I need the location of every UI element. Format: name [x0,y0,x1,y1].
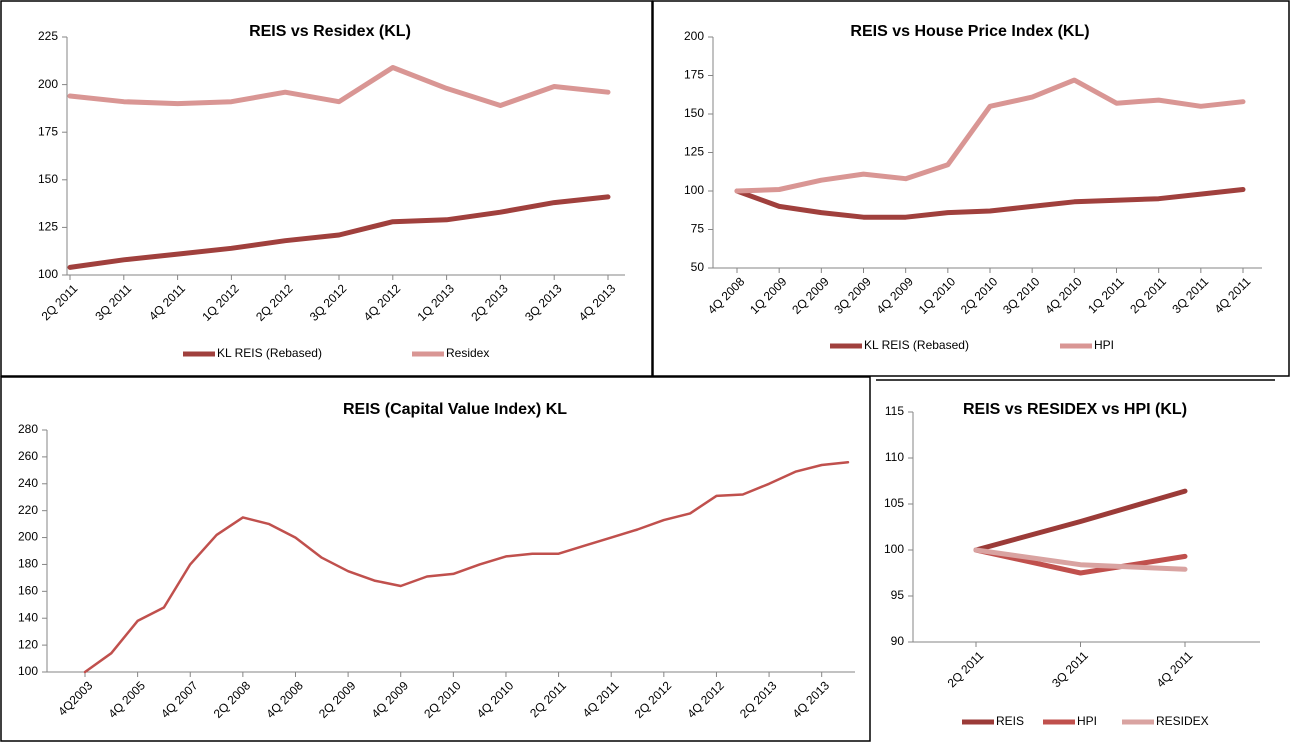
x-tick-label: 1Q 2012 [199,281,242,324]
legend-label: Residex [446,346,489,360]
x-tick-label: 4Q 2010 [474,678,517,721]
x-tick-label: 4Q 2007 [158,678,201,721]
x-tick-label: 2Q 2008 [211,678,254,721]
series-line [67,194,611,270]
series-line [67,65,611,108]
y-tick-label: 140 [18,610,38,624]
x-tick-label: 3Q 2009 [831,274,874,317]
x-tick-label: 4Q 2008 [705,274,748,317]
y-tick-label: 105 [884,496,904,510]
x-tick-label: 3Q 2012 [307,281,350,324]
x-tick-label: 4Q 2011 [146,281,188,323]
panel-border [652,0,1290,377]
x-tick-label: 1Q 2010 [916,274,959,317]
y-tick-label: 75 [691,222,705,236]
x-tick-label: 4Q 2011 [1212,274,1254,316]
series-line [734,77,1246,194]
x-tick-label: 4Q2003 [55,678,95,718]
x-tick-label: 3Q 2011 [1049,648,1091,690]
y-tick-label: 150 [684,106,704,120]
y-tick-label: 100 [884,542,904,556]
x-tick-label: 2Q 2013 [737,678,780,721]
y-tick-label: 150 [38,172,58,186]
x-tick-label: 4Q 2011 [1154,648,1196,690]
y-tick-label: 110 [885,450,904,464]
y-tick-label: 175 [684,68,704,82]
x-tick-label: 4Q 2009 [369,678,412,721]
series-line [973,488,1188,553]
x-tick-label: 2Q 2010 [421,678,464,721]
x-tick-label: 3Q 2013 [522,281,565,324]
x-tick-label: 2Q 2011 [945,648,987,690]
y-tick-label: 225 [38,29,58,43]
series-line [973,547,1188,572]
y-tick-label: 200 [684,29,704,43]
x-tick-label: 2Q 2011 [527,678,569,720]
legend-label: KL REIS (Rebased) [864,338,969,352]
chart-title: REIS (Capital Value Index) KL [343,401,567,418]
y-tick-label: 240 [18,476,38,490]
x-tick-label: 2Q 2011 [1127,274,1169,316]
series-line [973,547,1188,576]
legend-label: HPI [1094,338,1114,352]
y-tick-label: 200 [18,530,38,544]
x-tick-label: 4Q 2011 [580,678,622,720]
y-tick-label: 115 [885,404,904,418]
x-tick-label: 2Q 2009 [316,678,359,721]
y-tick-label: 50 [691,260,705,274]
x-tick-label: 2Q 2012 [253,281,296,324]
chart-title: REIS vs House Price Index (KL) [850,23,1089,40]
y-tick-label: 220 [18,503,38,517]
y-tick-label: 180 [18,557,38,571]
x-tick-label: 4Q 2010 [1042,274,1085,317]
x-tick-label: 4Q 2012 [684,678,727,721]
x-tick-label: 2Q 2009 [789,274,832,317]
y-tick-label: 100 [684,183,704,197]
y-tick-label: 120 [18,637,38,651]
x-tick-label: 4Q 2005 [106,678,149,721]
x-tick-label: 4Q 2012 [361,281,404,324]
x-tick-label: 4Q 2013 [576,281,619,324]
x-tick-label: 1Q 2009 [747,274,790,317]
x-tick-label: 4Q 2008 [263,678,306,721]
x-tick-label: 3Q 2011 [92,281,134,323]
x-tick-label: 4Q 2009 [874,274,917,317]
y-tick-label: 200 [38,77,58,91]
y-tick-label: 95 [891,588,905,602]
panel-border [0,376,871,742]
x-tick-label: 1Q 2013 [415,281,458,324]
legend-label: HPI [1077,714,1097,728]
legend-label: REIS [996,714,1024,728]
y-tick-label: 100 [38,267,58,281]
chart-title: REIS vs RESIDEX vs HPI (KL) [963,401,1187,418]
y-tick-label: 125 [684,145,704,159]
y-tick-label: 100 [18,664,38,678]
legend-label: KL REIS (Rebased) [217,346,322,360]
x-tick-label: 4Q 2013 [790,678,833,721]
x-tick-label: 2Q 2013 [468,281,511,324]
y-tick-label: 125 [38,220,58,234]
series-line [734,187,1246,220]
panel-border [0,0,653,377]
x-tick-label: 2Q 2012 [632,678,675,721]
y-tick-label: 260 [18,449,38,463]
x-tick-label: 2Q 2011 [39,281,81,323]
legend-label: RESIDEX [1156,714,1209,728]
x-tick-label: 2Q 2010 [958,274,1001,317]
x-tick-label: 1Q 2011 [1085,274,1127,316]
x-tick-label: 3Q 2011 [1169,274,1211,316]
y-tick-label: 280 [18,422,38,436]
y-tick-label: 90 [891,634,905,648]
y-tick-label: 160 [18,584,38,598]
x-tick-label: 3Q 2010 [1000,274,1043,317]
series-line [83,461,850,674]
y-tick-label: 175 [38,124,58,138]
chart-title: REIS vs Residex (KL) [249,23,411,40]
